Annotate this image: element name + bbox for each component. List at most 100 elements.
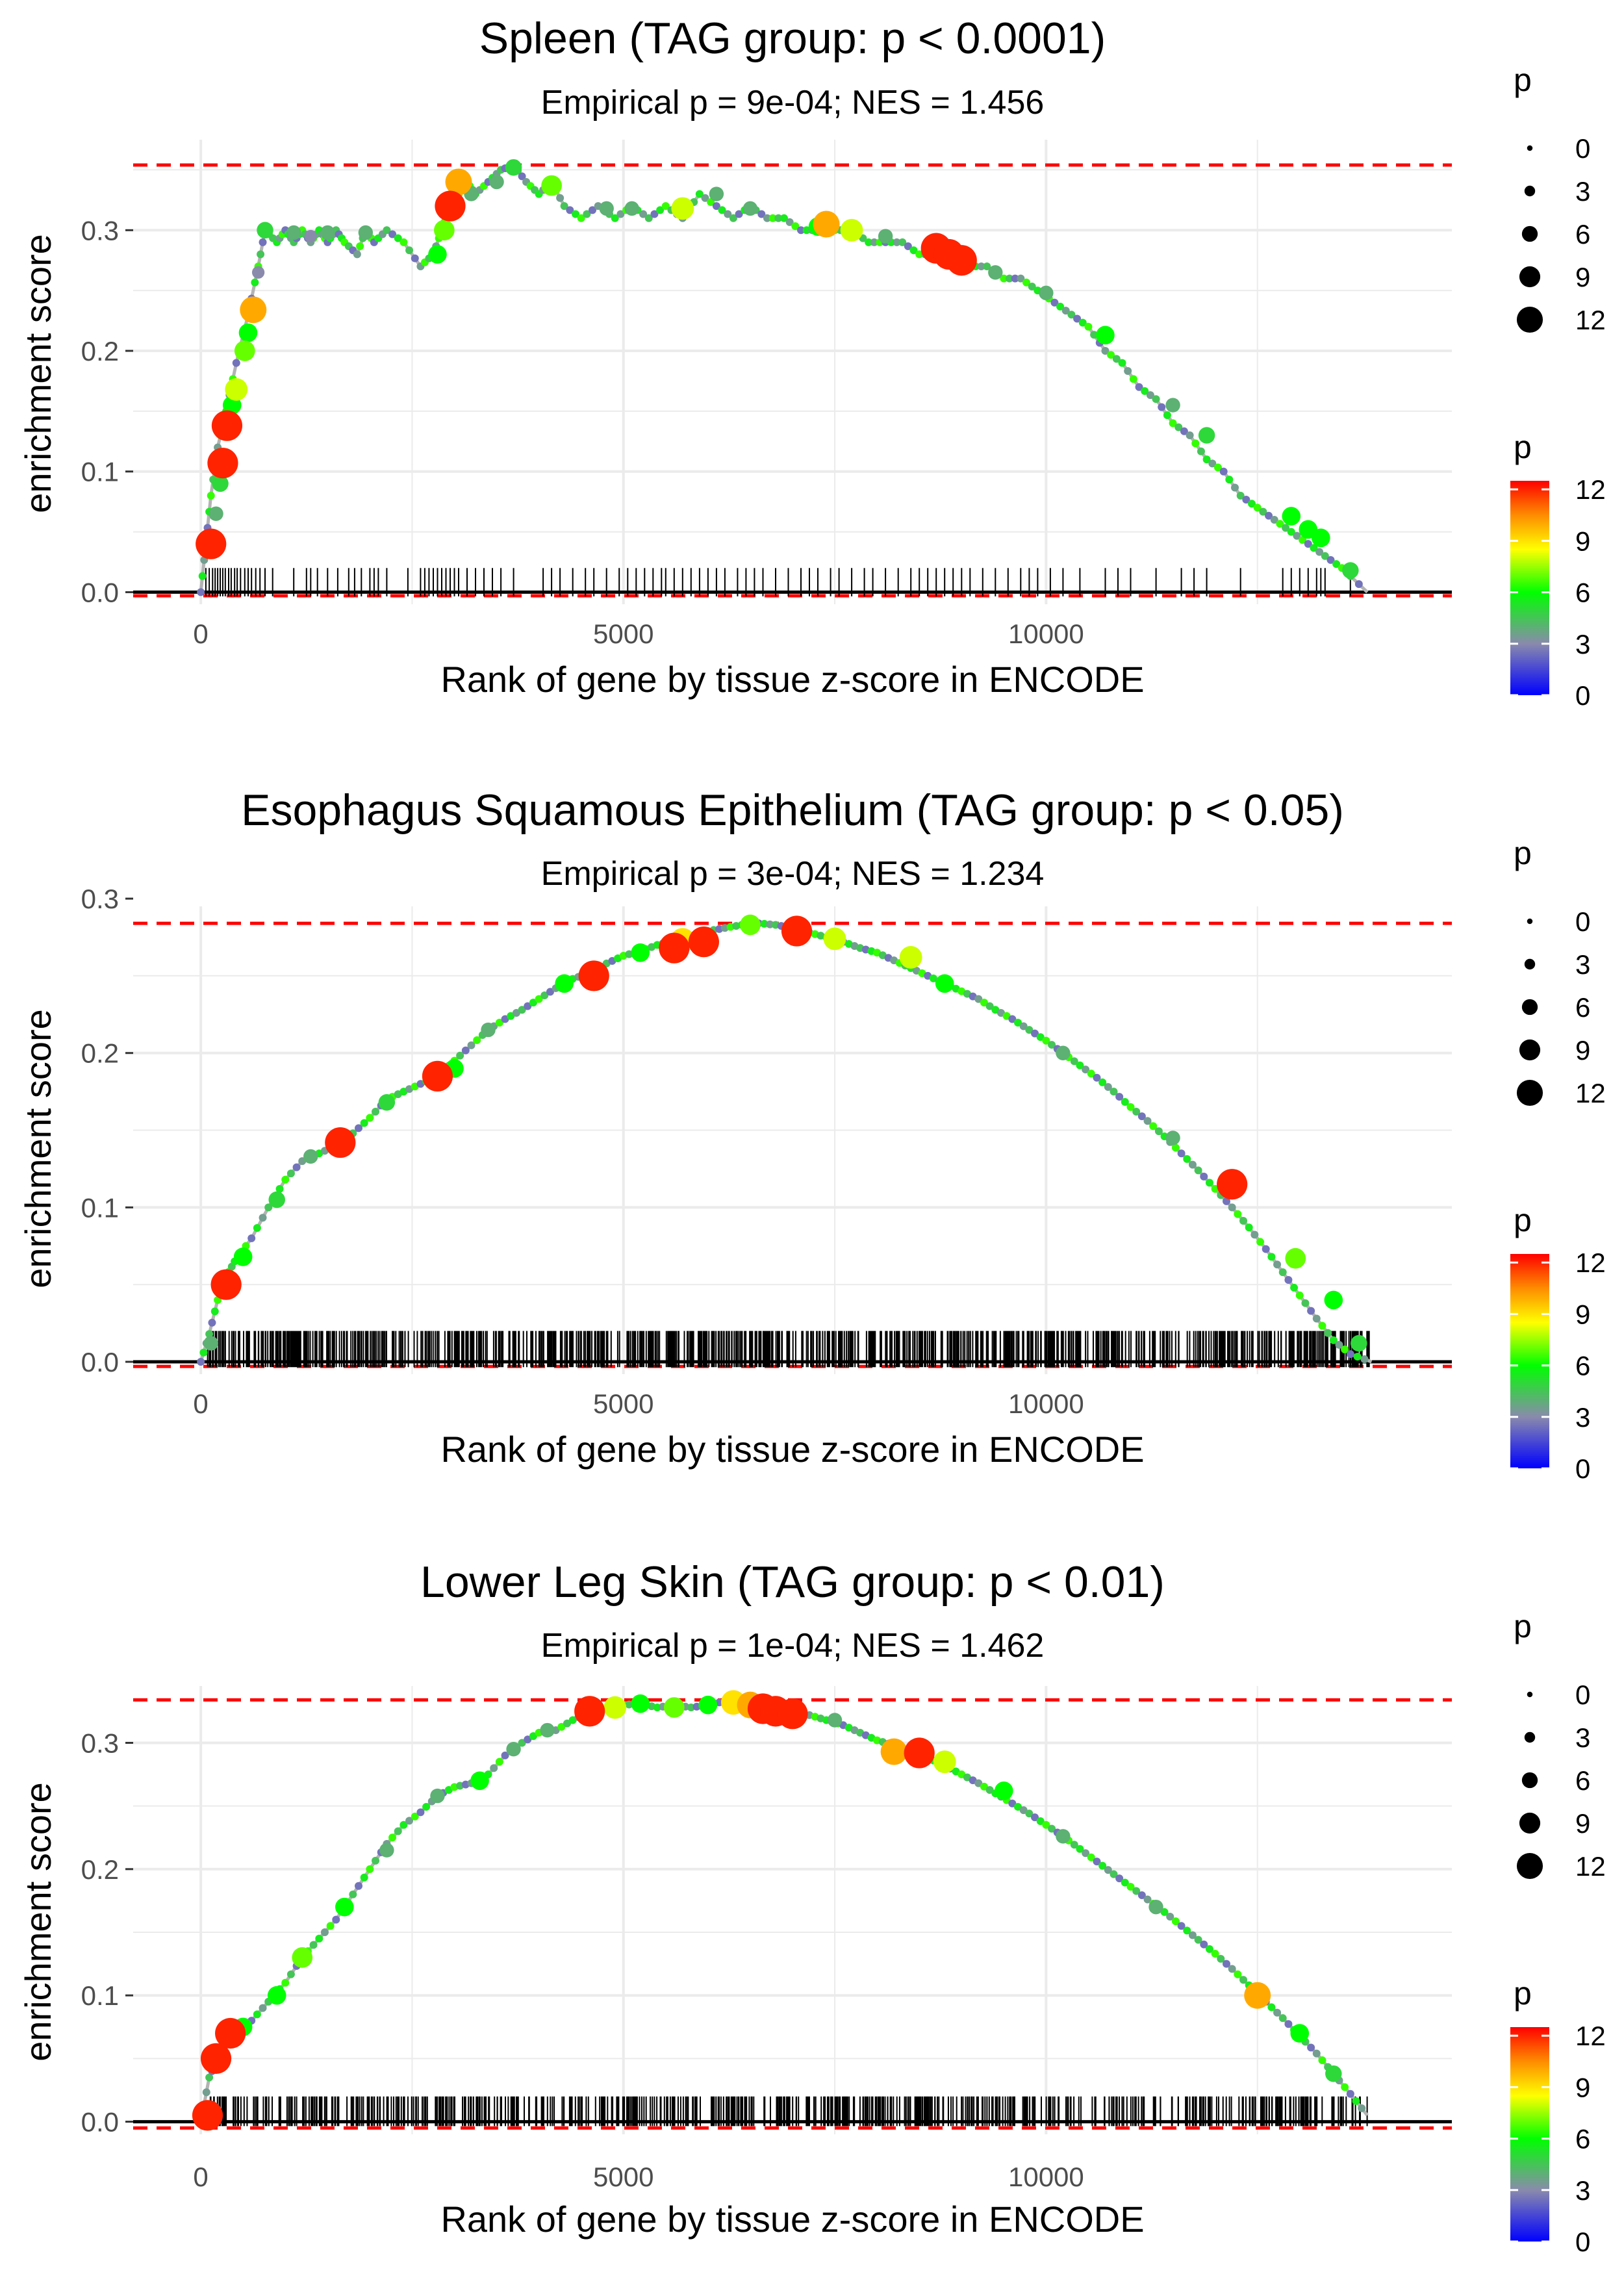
- chart-title: Spleen (TAG group: p < 0.0001): [479, 14, 1106, 63]
- size-legend-key: [1527, 918, 1533, 925]
- curve-dot: [495, 1019, 503, 1027]
- curve-dot: [1014, 1019, 1022, 1027]
- curve-dot: [208, 1318, 216, 1327]
- size-legend-key: [1521, 225, 1538, 242]
- size-legend-label: 12: [1575, 305, 1606, 335]
- curve-dot: [1061, 307, 1070, 315]
- size-legend-title: p: [1514, 835, 1532, 871]
- curve-dot: [1135, 383, 1143, 391]
- curve-dots: [197, 161, 1363, 596]
- curve-dot: [980, 1782, 988, 1791]
- curve-dot: [729, 214, 737, 222]
- color-legend-label: 3: [1575, 629, 1590, 659]
- curve-dot: [1197, 447, 1205, 455]
- size-legend-label: 3: [1575, 949, 1590, 980]
- gene-point: [659, 932, 690, 964]
- curve-dot: [281, 1978, 290, 1987]
- curve-dot: [766, 920, 774, 928]
- curve-dot: [625, 1700, 633, 1709]
- gene-point: [445, 168, 472, 196]
- curve-dot: [320, 1928, 329, 1937]
- curve-dot: [1177, 1922, 1186, 1930]
- curve-dot: [1222, 1960, 1230, 1968]
- curve-dot: [495, 1757, 503, 1766]
- gene-point: [709, 186, 724, 201]
- curve-dot: [366, 1114, 374, 1122]
- curve-dot: [974, 995, 983, 1003]
- curve-dot: [518, 172, 526, 181]
- curve-dot: [1217, 1954, 1225, 1963]
- size-legend-label: 9: [1575, 1808, 1590, 1839]
- curve-dot: [1324, 1329, 1332, 1337]
- curve-dot: [1188, 1160, 1197, 1169]
- gene-point: [335, 1897, 354, 1917]
- curve-dot: [372, 1108, 380, 1116]
- curve-dot: [802, 226, 811, 235]
- rug-ticks: [209, 2096, 1368, 2127]
- curve-dot: [1194, 1166, 1202, 1175]
- y-tick-label: 0.1: [81, 1192, 119, 1223]
- gene-point: [781, 915, 813, 947]
- curve-dot: [1042, 1820, 1050, 1829]
- gene-point: [840, 218, 863, 242]
- curve-dot: [611, 214, 619, 222]
- x-tick-label: 5000: [593, 619, 653, 649]
- y-tick-label: 0.3: [81, 1728, 119, 1758]
- curve-dot: [1222, 1197, 1230, 1205]
- curve-dot: [1248, 500, 1256, 508]
- curve-dot: [535, 995, 543, 1003]
- curve-dot: [349, 1890, 357, 1898]
- curve-dot: [1082, 1849, 1090, 1858]
- curve-dot: [785, 218, 794, 226]
- curve-dot: [1121, 1097, 1129, 1106]
- size-legend-label: 6: [1575, 1765, 1590, 1796]
- gene-point: [489, 174, 504, 190]
- curve-dot: [1301, 1299, 1310, 1307]
- size-legend-key: [1524, 958, 1536, 970]
- x-tick-label: 0: [193, 2162, 208, 2192]
- gene-point: [946, 245, 977, 276]
- x-tick-label: 0: [193, 1388, 208, 1419]
- gene-point: [540, 1722, 555, 1738]
- gene-point: [209, 506, 223, 521]
- color-legend-label: 0: [1575, 680, 1590, 711]
- curve-dot: [202, 2088, 210, 2097]
- x-tick-label: 0: [193, 619, 208, 649]
- curve-dot: [1186, 431, 1194, 439]
- curve-dot: [763, 214, 771, 222]
- curve-dot: [1124, 366, 1132, 375]
- curve-dot: [572, 210, 580, 218]
- curve-dot: [1284, 2020, 1293, 2028]
- gene-point: [1217, 1169, 1248, 1200]
- size-legend-key: [1516, 1079, 1543, 1106]
- curve-dot: [1219, 467, 1228, 476]
- curve-dot: [1304, 540, 1312, 548]
- curve-dot: [1118, 359, 1126, 367]
- gene-point: [238, 323, 258, 342]
- curve-dot: [616, 210, 625, 218]
- curve-dot: [205, 1330, 214, 1338]
- curve-dot: [985, 1786, 994, 1795]
- gene-point: [240, 296, 267, 324]
- gene-point: [422, 1060, 453, 1092]
- curve-dot: [893, 238, 901, 246]
- curve-dot: [1014, 1802, 1022, 1811]
- size-legend-key: [1519, 1812, 1541, 1834]
- curve-dot: [661, 202, 670, 211]
- gene-point: [631, 943, 650, 962]
- curve-dot: [1093, 1073, 1101, 1082]
- gene-point: [574, 1696, 605, 1727]
- curve-dot: [1067, 311, 1076, 319]
- gene-point: [207, 448, 238, 479]
- curve-dot: [1101, 347, 1110, 355]
- gene-point: [481, 1022, 496, 1038]
- curve-dot: [1158, 403, 1166, 411]
- curve-dot: [1253, 504, 1262, 512]
- curve-dot: [791, 222, 800, 231]
- y-axis-label: enrichment score: [18, 1009, 58, 1288]
- curve-dot: [780, 214, 788, 222]
- gene-point: [1290, 2024, 1310, 2043]
- curve-dot: [1171, 1917, 1180, 1926]
- gene-point: [505, 159, 522, 176]
- color-legend-label: 3: [1575, 1402, 1590, 1433]
